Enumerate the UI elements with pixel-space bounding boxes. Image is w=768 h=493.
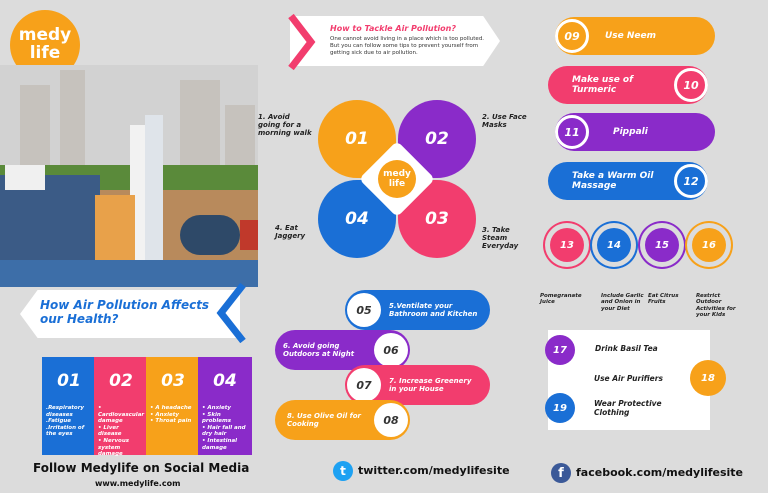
affects-banner [20, 290, 240, 338]
circle-16: 16 [692, 228, 726, 262]
website-link[interactable]: www.medylife.com [95, 479, 181, 488]
final-17-label: Drink Basil Tea [595, 344, 658, 353]
final-18-badge: 18 [690, 360, 726, 396]
center-logo: medy life [378, 160, 416, 198]
twitter-link[interactable]: twitter.com/medylifesite [358, 464, 510, 477]
factory-illustration [0, 65, 258, 287]
tip-05: 05 5.Ventilate your Bathroom and Kitchen [345, 290, 490, 330]
petal-label-4: 4. Eat Jaggery [275, 224, 306, 241]
final-19-badge: 19 [545, 393, 575, 423]
logo-text-2: life [29, 43, 61, 63]
follow-text: Follow Medylife on Social Media [33, 461, 250, 475]
circle-label-16: Restrict Outdoor Activities for your Kid… [696, 293, 736, 318]
tip-09: 09 Use Neem [555, 17, 715, 55]
tip-11: 11 Pippali [555, 113, 715, 151]
petal-label-2: 2. Use Face Masks [482, 113, 527, 130]
circle-15: 15 [645, 228, 679, 262]
twitter-icon: t [333, 461, 353, 481]
affects-title: How Air Pollution Affects our Health? [40, 298, 210, 326]
circle-label-15: Eat Citrus Fruits [648, 293, 679, 306]
affects-column-4: 04 • Anxiety • Skin problems • Hair fall … [198, 357, 252, 455]
affects-column-2: 02 • Cardiovascular damage • Liver diseas… [94, 357, 148, 457]
chevron-left-icon [216, 283, 246, 343]
tip-06: 6. Avoid going Outdoors at Night 06 [275, 330, 410, 370]
tackle-body: One cannot avoid living in a place which… [330, 36, 485, 57]
tip-08: 8. Use Olive Oil for Cooking 08 [275, 400, 410, 440]
affects-column-1: 01 .Respiratory diseases .Fatigue .Irrita… [42, 357, 96, 455]
petal-label-1: 1. Avoid going for a morning walk [258, 113, 312, 138]
final-17-badge: 17 [545, 335, 575, 365]
facebook-link[interactable]: facebook.com/medylifesite [576, 466, 744, 479]
circle-label-13: Pomegranate Juice [540, 293, 582, 306]
chevron-right-icon [288, 13, 316, 71]
affects-column-3: 03 • A headache • Anxiety • Throat pain [146, 357, 200, 455]
circle-label-14: Include Garlic and Onion in your Diet [601, 293, 644, 312]
final-tips-panel [548, 330, 710, 430]
logo-text-1: medy [18, 25, 72, 45]
final-19-label: Wear Protective Clothing [594, 399, 662, 417]
tip-10: Make use of Turmeric 10 [548, 66, 708, 104]
circle-13: 13 [550, 228, 584, 262]
tackle-banner [290, 16, 500, 66]
tip-12: Take a Warm Oil Massage 12 [548, 162, 708, 200]
final-18-label: Use Air Purifiers [594, 374, 663, 383]
circle-14: 14 [597, 228, 631, 262]
facebook-icon: f [551, 463, 571, 483]
petal-label-3: 3. Take Steam Everyday [482, 226, 519, 251]
tip-07: 07 7. Increase Greenery in your House [345, 365, 490, 405]
tackle-title: How to Tackle Air Pollution? [330, 24, 456, 33]
